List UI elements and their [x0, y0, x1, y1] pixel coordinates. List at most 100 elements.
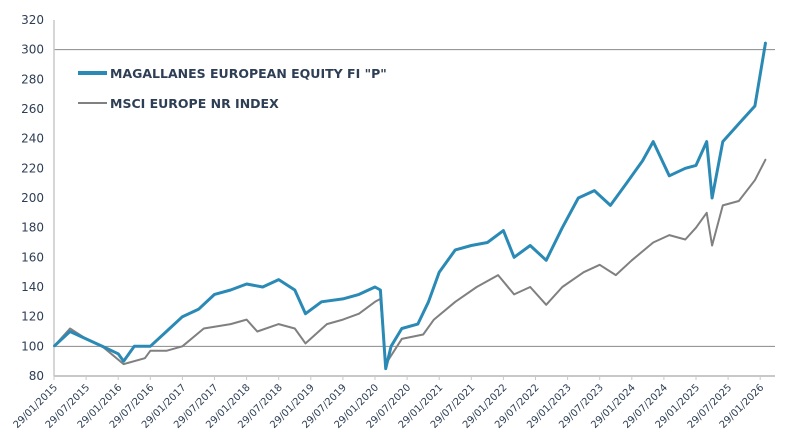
data-point: [695, 164, 697, 167]
data-point: [293, 327, 296, 330]
data-point: [149, 349, 152, 352]
y-tick-label: 80: [29, 369, 44, 383]
data-point: [497, 274, 499, 276]
data-point: [513, 293, 515, 296]
data-point: [529, 286, 531, 288]
data-point: [513, 256, 515, 259]
data-point: [711, 197, 713, 199]
data-point: [625, 182, 628, 184]
data-point: [433, 318, 435, 321]
data-point: [427, 301, 430, 303]
data-point: [454, 249, 457, 251]
legend-label-fund: MAGALLANES EUROPEAN EQUITY FI "P": [110, 66, 387, 81]
data-point: [181, 315, 184, 318]
data-point: [101, 345, 103, 348]
data-point: [326, 323, 328, 325]
data-point: [256, 330, 259, 333]
data-point: [374, 301, 376, 303]
data-point: [561, 286, 564, 288]
data-point: [400, 327, 403, 330]
y-tick-label: 300: [21, 43, 44, 57]
data-point: [261, 286, 264, 288]
data-point: [400, 338, 403, 340]
data-point: [229, 323, 232, 325]
data-point: [711, 244, 713, 247]
y-tick-label: 120: [21, 310, 44, 324]
y-tick-label: 100: [21, 339, 44, 353]
data-point: [721, 204, 724, 207]
data-point: [390, 345, 392, 348]
data-point: [197, 308, 200, 311]
data-point: [695, 226, 697, 229]
data-point: [738, 123, 740, 125]
data-point: [652, 140, 654, 143]
data-point: [631, 259, 633, 262]
data-point: [545, 259, 547, 262]
data-point: [122, 363, 125, 365]
y-tick-label: 260: [21, 102, 44, 116]
data-point: [358, 312, 360, 315]
series-line-fund: [52, 42, 768, 371]
data-point: [122, 360, 125, 362]
data-point: [705, 212, 708, 214]
series-line-index: [53, 158, 767, 366]
data-point: [754, 179, 756, 181]
data-point: [245, 283, 248, 285]
data-point: [593, 189, 596, 192]
data-point: [598, 263, 601, 266]
data-point: [438, 271, 441, 273]
data-point: [358, 293, 360, 296]
data-point: [475, 286, 478, 288]
data-point: [454, 301, 457, 303]
data-point: [69, 327, 71, 330]
data-point: [304, 342, 307, 345]
data-point: [342, 318, 344, 321]
data-point: [342, 298, 344, 300]
data-point: [652, 241, 654, 244]
data-point: [203, 327, 205, 330]
data-point: [117, 352, 119, 355]
data-point: [754, 105, 756, 107]
data-point: [561, 226, 564, 229]
data-point: [293, 289, 296, 291]
data-point: [764, 158, 767, 161]
data-point: [684, 238, 687, 241]
y-tick-label: 160: [21, 250, 44, 264]
data-point: [705, 140, 708, 143]
data-point: [53, 345, 55, 348]
data-point: [277, 278, 280, 281]
data-point: [582, 271, 585, 273]
data-point: [165, 330, 168, 333]
data-point: [133, 345, 136, 348]
data-point: [85, 338, 87, 340]
data-point: [69, 330, 71, 333]
data-point: [486, 241, 489, 244]
data-point: [422, 333, 424, 336]
data-point: [668, 234, 671, 236]
data-point: [144, 357, 146, 360]
data-point: [529, 244, 531, 247]
data-point: [213, 293, 216, 296]
data-point: [181, 345, 184, 348]
data-point: [684, 167, 687, 170]
data-point: [502, 229, 505, 232]
data-point: [149, 345, 152, 348]
data-point: [277, 323, 280, 325]
y-tick-label: 280: [21, 72, 44, 86]
data-point: [229, 289, 232, 291]
data-point: [641, 160, 644, 162]
data-point: [374, 286, 376, 288]
data-point: [721, 140, 724, 143]
data-point: [165, 349, 168, 352]
y-tick-label: 200: [21, 191, 44, 205]
y-tick-label: 220: [21, 161, 44, 175]
data-point: [320, 301, 323, 303]
data-point: [577, 197, 580, 199]
data-point: [764, 41, 767, 44]
legend-label-index: MSCI EUROPE NR INDEX: [110, 96, 279, 111]
data-point: [738, 200, 740, 202]
data-point: [245, 318, 248, 321]
data-point: [384, 367, 387, 370]
data-point: [417, 323, 419, 325]
